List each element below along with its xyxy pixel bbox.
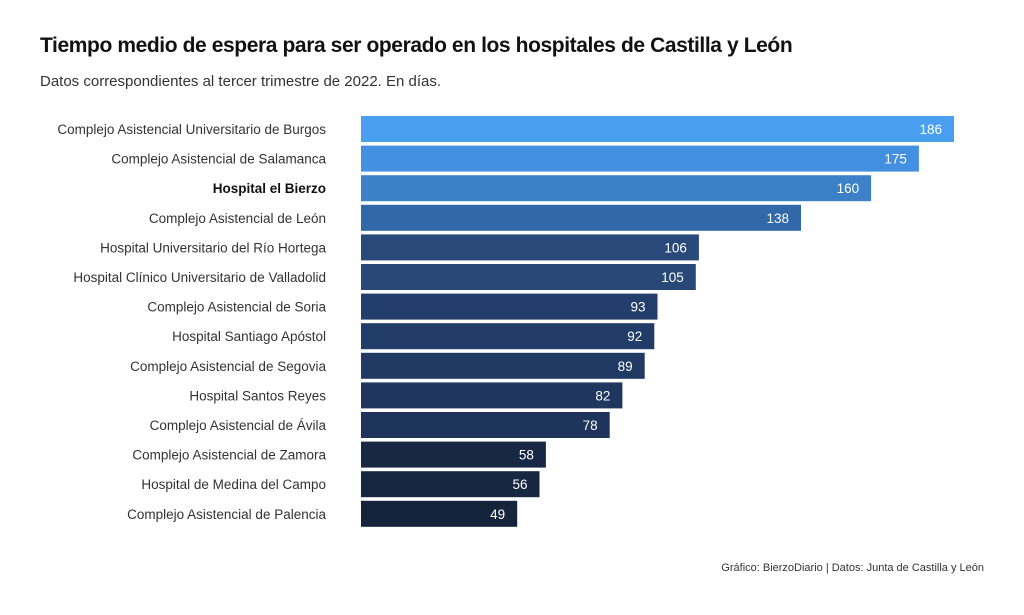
chart-title: Tiempo medio de espera para ser operado … <box>40 34 793 57</box>
value-label: 78 <box>583 418 598 433</box>
bar <box>361 116 954 142</box>
bar <box>361 293 658 320</box>
bar <box>361 204 801 231</box>
value-label: 89 <box>618 359 633 374</box>
category-label: Hospital Clínico Universitario de Vallad… <box>73 270 326 285</box>
category-label: Hospital el Bierzo <box>213 181 326 196</box>
category-label: Complejo Asistencial de Salamanca <box>111 152 326 167</box>
category-label: Complejo Asistencial de Zamora <box>132 448 326 463</box>
bar <box>361 175 872 202</box>
bar <box>361 500 518 527</box>
value-label: 92 <box>627 329 642 344</box>
category-label: Complejo Asistencial de Palencia <box>127 507 326 522</box>
bar <box>361 234 699 261</box>
category-label: Complejo Asistencial de Soria <box>147 300 326 315</box>
source-credit: Gráfico: BierzoDiario | Datos: Junta de … <box>721 562 984 574</box>
category-label: Complejo Asistencial Universitario de Bu… <box>57 122 326 137</box>
value-label: 186 <box>919 122 942 137</box>
value-label: 82 <box>595 388 610 403</box>
bar <box>361 145 919 172</box>
bar <box>361 471 540 498</box>
value-label: 160 <box>837 181 860 196</box>
bar <box>361 264 696 290</box>
category-label: Hospital Santiago Apóstol <box>172 329 326 344</box>
category-label: Hospital Universitario del Río Hortega <box>100 240 326 255</box>
bar <box>361 382 623 409</box>
bar <box>361 412 610 438</box>
value-label: 93 <box>630 300 645 315</box>
category-label: Hospital de Medina del Campo <box>141 477 326 492</box>
value-label: 105 <box>661 270 684 285</box>
bar <box>361 441 546 468</box>
chart-subtitle: Datos correspondientes al tercer trimest… <box>40 73 442 90</box>
value-label: 175 <box>884 152 907 167</box>
value-label: 106 <box>664 240 687 255</box>
value-label: 58 <box>519 448 534 463</box>
value-label: 56 <box>512 477 527 492</box>
category-label: Hospital Santos Reyes <box>189 388 326 403</box>
category-label: Complejo Asistencial de Segovia <box>130 359 326 374</box>
category-label: Complejo Asistencial de Ávila <box>150 418 327 433</box>
bar <box>361 352 645 379</box>
value-label: 49 <box>490 507 505 522</box>
value-label: 138 <box>766 211 789 226</box>
category-label: Complejo Asistencial de León <box>149 211 326 226</box>
bar <box>361 323 655 350</box>
